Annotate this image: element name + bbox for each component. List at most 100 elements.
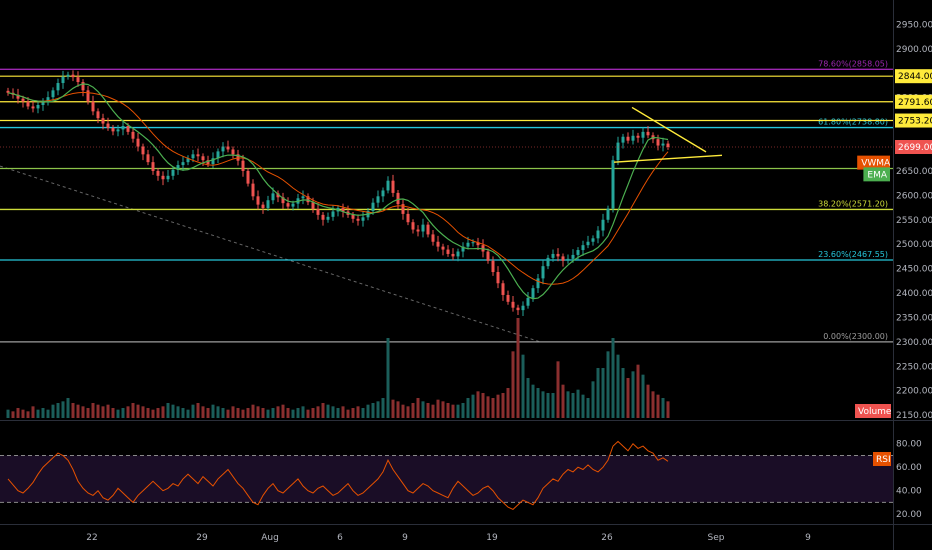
price-level-tag-bg <box>895 94 932 109</box>
volume-bar <box>56 403 60 418</box>
candle-body <box>61 76 65 84</box>
volume-bar <box>256 406 260 418</box>
candle-body <box>41 102 45 105</box>
volume-bar <box>191 404 195 418</box>
candle-body <box>86 90 90 102</box>
volume-bar <box>436 399 440 418</box>
volume-bar <box>541 391 545 418</box>
volume-bar <box>141 406 145 418</box>
candle-body <box>276 193 280 198</box>
candle-body <box>261 204 265 209</box>
candle-body <box>66 74 70 77</box>
candle-body <box>436 241 440 247</box>
candle-body <box>426 224 430 235</box>
volume-bar <box>326 404 330 418</box>
candle-body <box>516 307 520 311</box>
candle-body <box>521 305 525 311</box>
volume-bar <box>21 409 25 418</box>
candle-body <box>476 242 480 246</box>
candle-body <box>621 136 625 143</box>
y-tick-label: 2400.00 <box>896 289 932 299</box>
volume-bar <box>591 381 595 418</box>
volume-bar <box>176 406 180 418</box>
candle-body <box>161 175 165 180</box>
candle-body <box>441 246 445 250</box>
volume-bar <box>521 354 525 418</box>
volume-bar <box>556 361 560 418</box>
candle-body <box>141 146 145 155</box>
vwma-line <box>7 91 669 285</box>
volume-bar <box>241 409 245 418</box>
volume-bar <box>316 406 320 418</box>
vwma-tag-bg <box>857 155 890 170</box>
volume-bar <box>161 406 165 418</box>
volume-bar <box>51 404 55 418</box>
x-tick-label: 26 <box>601 533 613 543</box>
candle-body <box>566 258 570 261</box>
candle-body <box>416 229 420 232</box>
volume-bar <box>171 404 175 418</box>
candle-body <box>96 111 100 119</box>
wedge-upper-line <box>631 106 707 153</box>
candle-body <box>111 127 115 132</box>
current-price-tag-bg <box>895 140 932 154</box>
volume-bar <box>611 338 615 418</box>
volume-bar <box>661 398 665 418</box>
wedge-lower-line <box>613 154 723 163</box>
candle-body <box>501 283 505 295</box>
candle-body <box>331 211 335 217</box>
price-level-tag-bg <box>895 113 932 128</box>
candle-body <box>391 180 395 193</box>
candle-body <box>401 204 405 214</box>
volume-bar <box>361 408 365 418</box>
volume-bar <box>341 406 345 418</box>
candle-body <box>206 160 210 165</box>
candle-body <box>81 82 85 91</box>
y-tick-label: 2950.00 <box>896 20 932 30</box>
x-tick-label: 6 <box>337 533 343 543</box>
candle-body <box>316 209 320 215</box>
volume-bar <box>281 404 285 418</box>
candle-body <box>106 123 110 128</box>
price-level-tag: 2753.20 <box>898 117 932 127</box>
candle-body <box>661 143 665 146</box>
volume-bar <box>391 399 395 418</box>
volume-bar <box>571 393 575 418</box>
candle-body <box>241 160 245 171</box>
candle-body <box>576 250 580 255</box>
candle-body <box>136 138 140 147</box>
volume-bar <box>301 406 305 418</box>
candle-body <box>556 253 560 257</box>
candle-body <box>596 230 600 239</box>
candle-body <box>536 278 540 289</box>
volume-bar <box>146 408 150 418</box>
volume-bar <box>516 318 520 418</box>
volume-bar <box>221 408 225 418</box>
candle-body <box>21 98 25 102</box>
price-level-tag-bg <box>895 69 932 84</box>
volume-bar <box>441 401 445 418</box>
candle-body <box>531 288 535 298</box>
y-tick-label: 2450.00 <box>896 265 932 275</box>
candle-body <box>451 253 455 257</box>
candle-body <box>201 156 205 161</box>
y-tick-label: 2300.00 <box>896 338 932 348</box>
volume-bar <box>296 408 300 418</box>
volume-bar <box>311 408 315 418</box>
y-tick-label: 2600.00 <box>896 191 932 201</box>
candle-body <box>101 118 105 124</box>
volume-bar <box>331 406 335 418</box>
volume-bar <box>276 406 280 418</box>
volume-bar <box>426 403 430 418</box>
volume-bar <box>201 406 205 418</box>
candle-body <box>231 149 235 155</box>
volume-bar <box>46 409 50 418</box>
volume-bar <box>621 368 625 418</box>
volume-bar <box>86 408 90 418</box>
candle-body <box>166 175 170 180</box>
candle-body <box>356 218 360 221</box>
volume-bar <box>551 393 555 418</box>
volume-bar <box>431 404 435 418</box>
